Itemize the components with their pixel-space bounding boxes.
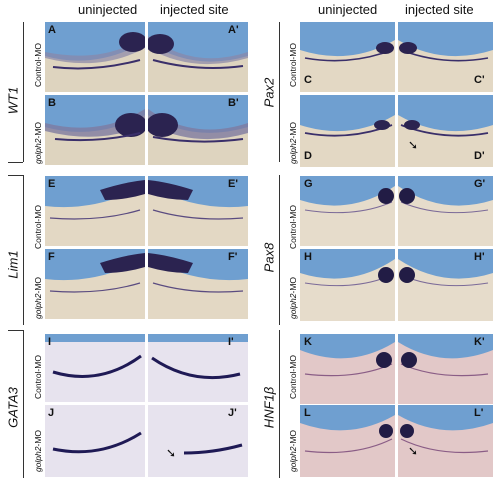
micrograph-F-prime: [148, 249, 248, 319]
gene-label-pax8: Pax8: [261, 242, 277, 273]
panel-label-H: H: [304, 251, 312, 263]
mo-label-golph2-hnf1b: golph2-MO: [288, 429, 298, 473]
gene-bracket-hnf1b: [279, 330, 280, 478]
panel-label-F-prime: F': [228, 251, 238, 263]
micrograph-D-prime: [398, 95, 493, 167]
mo-label-control-wt1: Control-MO: [33, 43, 43, 87]
panel-label-C-prime: C': [474, 74, 485, 86]
micrograph-I: [45, 334, 145, 402]
micrograph-H: [300, 249, 395, 321]
gene-bracket-lim1-head: [8, 175, 23, 176]
gene-label-hnf1b: HNF1β: [261, 386, 277, 429]
panel-label-I-prime: I': [228, 336, 234, 348]
micrograph-A-prime: [148, 22, 248, 92]
mo-label-golph2-pax8: golph2-MO: [288, 276, 298, 320]
arrow-icon-D-prime: ➘: [408, 138, 419, 152]
micrograph-C: [300, 22, 395, 92]
header-right-injected: injected site: [405, 2, 474, 17]
gene-bracket-gata3: [23, 330, 24, 478]
panel-label-I: I: [48, 336, 52, 348]
micrograph-L-prime: [398, 405, 493, 477]
mo-label-golph2-gata3: golph2-MO: [33, 429, 43, 473]
panel-label-F: F: [48, 251, 55, 263]
gene-bracket-wt1: [23, 22, 24, 162]
mo-label-control-pax2: Control-MO: [288, 43, 298, 87]
gene-bracket-lim1: [23, 175, 24, 325]
panel-label-E: E: [48, 178, 56, 190]
micrograph-E: [45, 176, 145, 246]
panel-label-B-prime: B': [228, 97, 239, 109]
panel-label-J: J: [48, 407, 55, 419]
mo-label-golph2-lim1: golph2-MO: [33, 276, 43, 320]
gene-label-gata3: GATA3: [5, 387, 21, 428]
panel-label-L: L: [304, 407, 311, 419]
header-left-uninjected: uninjected: [78, 2, 138, 17]
mo-label-golph2-pax2: golph2-MO: [288, 121, 298, 165]
panel-label-C: C: [304, 74, 312, 86]
micrograph-G: [300, 176, 395, 246]
gene-label-pax2: Pax2: [261, 77, 277, 108]
panel-label-K: K: [304, 336, 312, 348]
header-right-uninjected: uninjected: [318, 2, 378, 17]
panel-label-D: D: [304, 150, 312, 162]
micrograph-I-prime: [148, 334, 248, 402]
gene-bracket-pax8: [279, 175, 280, 325]
gene-label-wt1: WT1: [5, 86, 21, 115]
gene-bracket-wt1-foot: [8, 162, 23, 163]
micrograph-B: [45, 95, 145, 165]
micrograph-L: [300, 405, 395, 477]
panel-label-L-prime: L': [474, 407, 484, 419]
micrograph-B-prime: [148, 95, 248, 165]
panel-label-K-prime: K': [474, 336, 485, 348]
mo-label-control-pax8: Control-MO: [288, 205, 298, 249]
panel-label-A-prime: A': [228, 24, 239, 36]
mo-label-golph2-wt1: golph2-MO: [33, 121, 43, 165]
header-left-injected: injected site: [160, 2, 229, 17]
micrograph-C-prime: [398, 22, 493, 92]
arrow-icon-J-prime: ➘: [166, 446, 177, 460]
micrograph-K: [300, 334, 395, 404]
panel-label-G: G: [304, 178, 313, 190]
micrograph-E-prime: [148, 176, 248, 246]
panel-label-B: B: [48, 97, 56, 109]
micrograph-A: [45, 22, 145, 92]
panel-label-D-prime: D': [474, 150, 485, 162]
mo-label-control-hnf1b: Control-MO: [288, 355, 298, 399]
panel-label-E-prime: E': [228, 178, 238, 190]
panel-label-G-prime: G': [474, 178, 486, 190]
micrograph-J-prime: [148, 405, 248, 477]
gene-bracket-gata3-head: [8, 330, 23, 331]
mo-label-control-lim1: Control-MO: [33, 205, 43, 249]
panel-label-A: A: [48, 24, 56, 36]
micrograph-F: [45, 249, 145, 319]
micrograph-H-prime: [398, 249, 493, 321]
micrograph-G-prime: [398, 176, 493, 246]
panel-label-J-prime: J': [228, 407, 237, 419]
micrograph-D: [300, 95, 395, 167]
micrograph-J: [45, 405, 145, 477]
panel-label-H-prime: H': [474, 251, 485, 263]
mo-label-control-gata3: Control-MO: [33, 355, 43, 399]
gene-label-lim1: Lim1: [5, 250, 21, 279]
arrow-icon-L-prime: ➘: [408, 444, 419, 458]
gene-bracket-pax2: [279, 22, 280, 162]
micrograph-K-prime: [398, 334, 493, 404]
